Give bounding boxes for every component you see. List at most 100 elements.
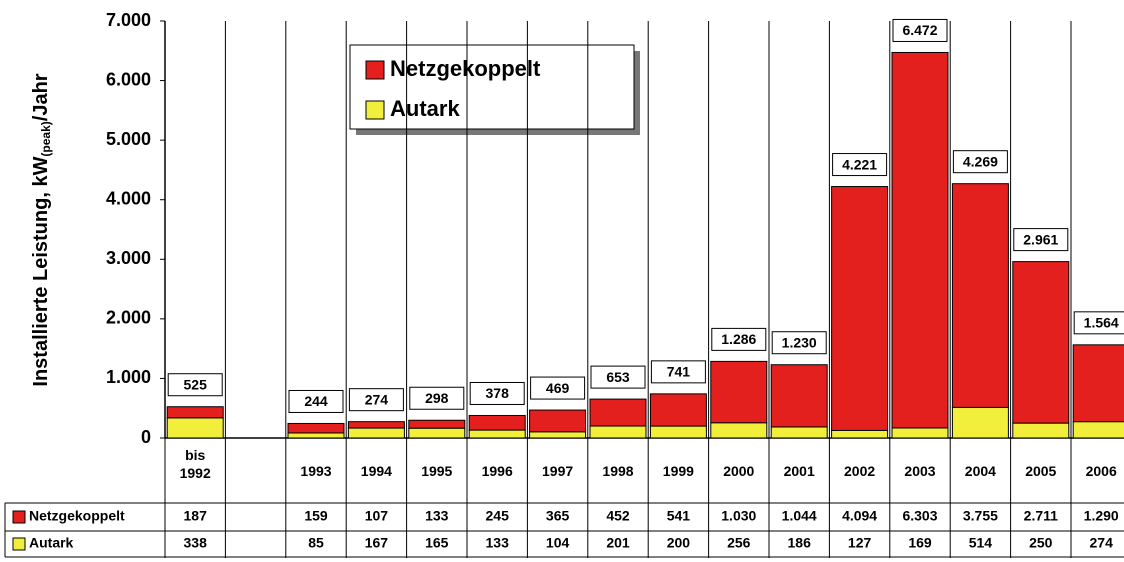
table-value: 169 — [908, 535, 932, 551]
y-axis-label: Installierte Leistung, kW(peak)/Jahr — [30, 73, 53, 386]
total-label-box — [530, 376, 586, 400]
bar-segment — [831, 429, 889, 439]
bar-segment — [589, 425, 647, 439]
bar-segment — [710, 360, 768, 424]
total-label-box — [167, 373, 223, 397]
bar-segment — [1012, 261, 1070, 424]
y-tick-label: 5.000 — [106, 129, 151, 149]
total-label-box — [952, 150, 1008, 174]
total-label-box — [711, 327, 767, 351]
bar-segment — [347, 427, 405, 439]
table-value: 541 — [667, 508, 691, 524]
x-tick-label: 2003 — [904, 463, 936, 479]
total-label-box — [590, 365, 646, 389]
total-label: 4.269 — [963, 153, 998, 169]
table-value: 200 — [667, 535, 691, 551]
legend-label: Autark — [390, 96, 460, 121]
table-value: 1.044 — [782, 508, 817, 524]
y-tick-label: 0 — [141, 427, 151, 447]
total-label: 4.221 — [842, 156, 877, 172]
bar-segment — [468, 429, 526, 439]
table-value: 107 — [365, 508, 389, 524]
table-value: 165 — [425, 535, 449, 551]
table-value: 256 — [727, 535, 751, 551]
legend-label: Netzgekoppelt — [390, 56, 541, 81]
table-swatch — [12, 537, 26, 551]
total-label-box — [1013, 228, 1069, 252]
table-value: 127 — [848, 535, 872, 551]
x-tick-label-box: 2003 — [904, 463, 936, 479]
total-label: 653 — [606, 369, 630, 385]
x-tick-label: 2005 — [1025, 463, 1057, 479]
bar-segment — [287, 422, 345, 434]
bar-segment — [287, 432, 345, 439]
total-label: 274 — [365, 391, 389, 407]
x-tick-label-box: 1995 — [421, 463, 453, 479]
bar-segment — [1072, 344, 1124, 423]
bar-segment — [951, 183, 1009, 408]
total-label: 378 — [486, 385, 510, 401]
table-value: 1.290 — [1084, 508, 1119, 524]
bar-segment — [710, 422, 768, 439]
table-value: 274 — [1090, 535, 1114, 551]
x-tick-label-box: 1998 — [602, 463, 634, 479]
bar-segment — [951, 406, 1009, 439]
y-tick-label: 4.000 — [106, 188, 151, 208]
x-tick-label-box: bis 1992 — [179, 447, 211, 481]
x-tick-label: 2002 — [844, 463, 876, 479]
bar-segment — [468, 414, 526, 431]
bar-segment — [529, 431, 587, 439]
table-value: 133 — [425, 508, 449, 524]
total-label: 525 — [184, 376, 208, 392]
total-label-box — [288, 389, 344, 413]
x-tick-label: 2000 — [723, 463, 755, 479]
y-label-sub: (peak) — [39, 121, 53, 156]
table-value: 452 — [606, 508, 630, 524]
table-value: 85 — [308, 535, 324, 551]
table-value: 186 — [788, 535, 812, 551]
x-tick-label: 1997 — [542, 463, 574, 479]
total-label: 244 — [304, 393, 328, 409]
total-label-box — [469, 381, 525, 405]
y-tick-label: 7.000 — [106, 10, 151, 30]
total-label: 1.230 — [782, 334, 817, 350]
y-tick-label: 2.000 — [106, 308, 151, 328]
table-row-label: Autark — [29, 535, 74, 551]
table-value: 104 — [546, 535, 570, 551]
bar-segment — [347, 421, 405, 429]
total-label: 469 — [546, 380, 570, 396]
x-tick-label-box: 1994 — [360, 463, 392, 479]
legend — [349, 44, 640, 135]
x-tick-label-box: 2004 — [965, 463, 996, 479]
x-tick-label-box: 2001 — [784, 463, 815, 479]
total-label-box — [348, 388, 404, 412]
table-value: 133 — [486, 535, 510, 551]
total-label-box — [832, 153, 888, 177]
bar-segment — [166, 406, 224, 419]
x-tick-label: 1994 — [360, 463, 392, 479]
x-tick-label-box: 1993 — [300, 463, 331, 479]
table-value: 245 — [486, 508, 510, 524]
x-tick-label: 1999 — [662, 463, 694, 479]
legend-swatch — [365, 60, 385, 80]
x-tick-label-box: 2002 — [844, 463, 876, 479]
bar-segment — [529, 409, 587, 433]
table-value: 250 — [1029, 535, 1053, 551]
table-swatch — [12, 510, 26, 524]
table-value: 365 — [546, 508, 570, 524]
table-value: 514 — [969, 535, 993, 551]
bar-segment — [1072, 421, 1124, 439]
y-tick-label: 1.000 — [106, 367, 151, 387]
table-value: 167 — [365, 535, 389, 551]
x-tick-label-box: 2005 — [1025, 463, 1057, 479]
table-value: 338 — [184, 535, 208, 551]
bar-segment — [891, 427, 949, 439]
x-tick-label-box: 1999 — [662, 463, 694, 479]
bar-segment — [770, 426, 828, 439]
x-tick-label: 1998 — [602, 463, 634, 479]
y-tick-label: 3.000 — [106, 248, 151, 268]
x-tick-label: bis 1992 — [179, 447, 211, 481]
total-label: 6.472 — [902, 22, 937, 38]
total-label-box — [1073, 311, 1124, 335]
x-tick-label: 1995 — [421, 463, 453, 479]
